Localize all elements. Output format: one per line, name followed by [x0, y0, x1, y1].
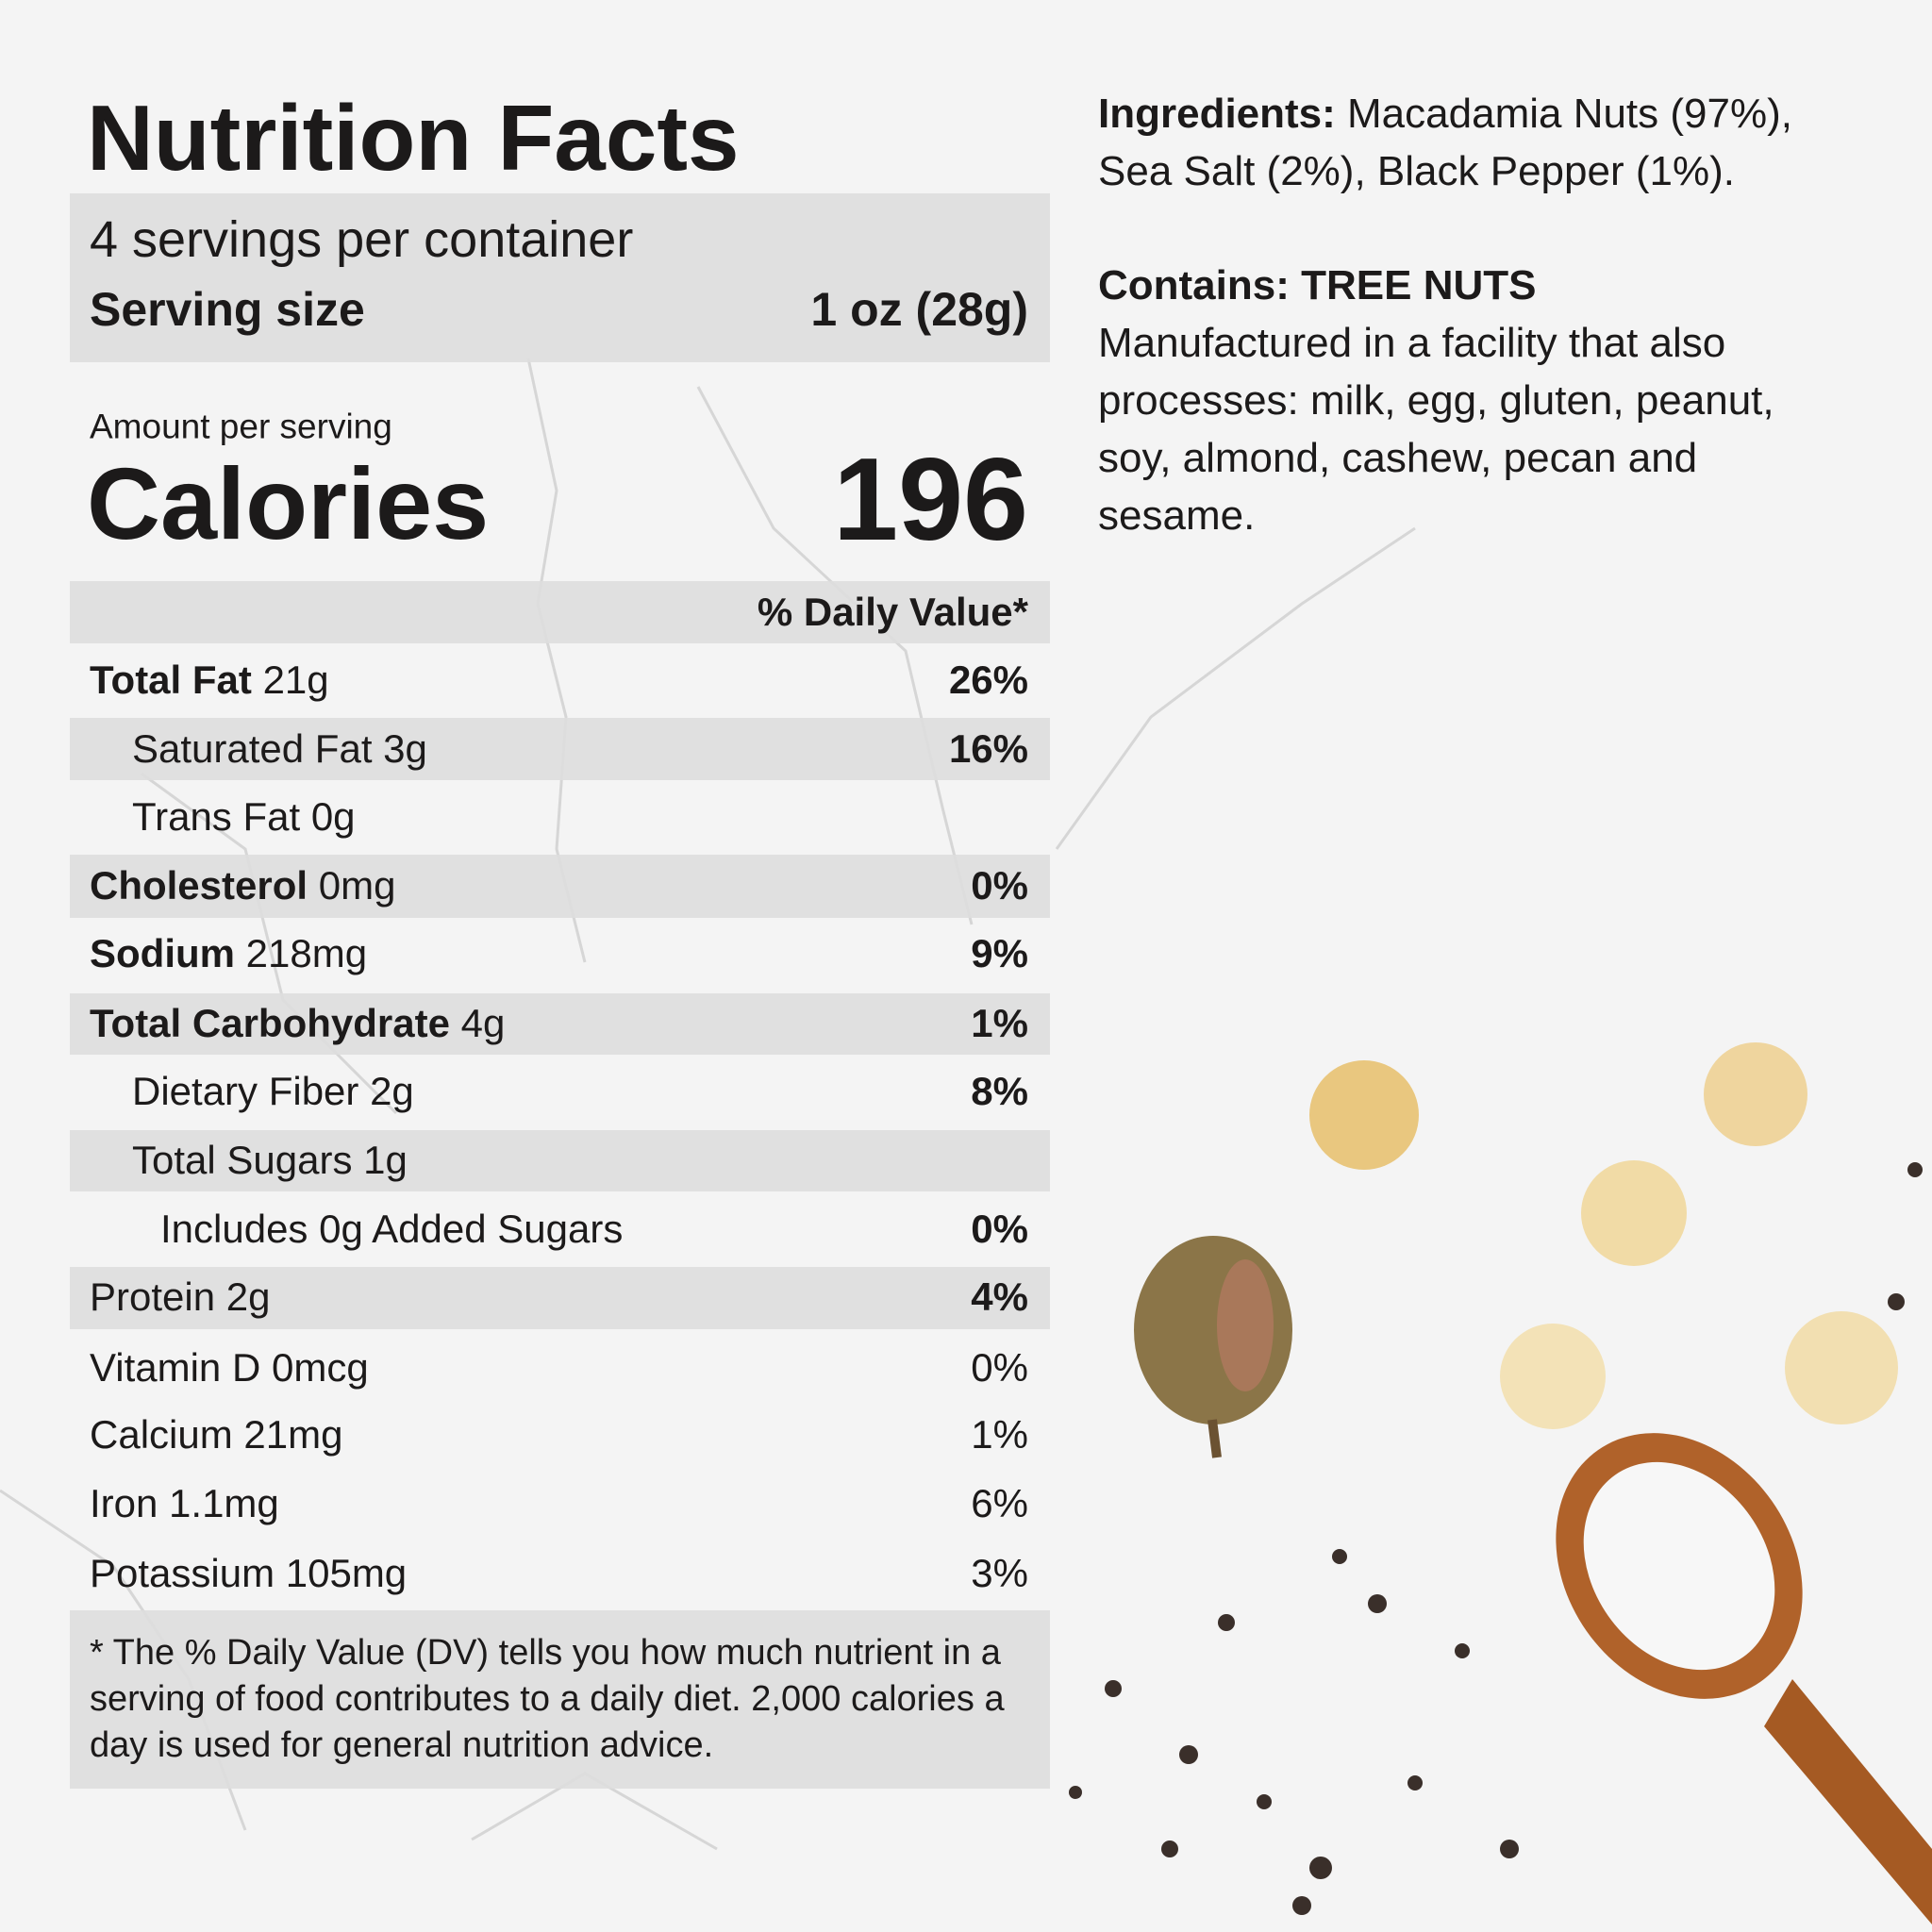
daily-value: 1%: [971, 1412, 1028, 1457]
nutrient-name: Protein: [90, 1274, 216, 1319]
nutrient-name: Trans Fat: [132, 794, 301, 839]
nutrient-row: Potassium 105mg 3%: [90, 1554, 1028, 1593]
nutrient-amount: 2g: [225, 1274, 271, 1319]
nutrient-row: Sodium 218mg 9%: [90, 934, 1028, 974]
daily-value: 8%: [971, 1069, 1028, 1113]
nutrient-name: Iron: [90, 1481, 158, 1525]
daily-value: 3%: [971, 1551, 1028, 1595]
nutrient-amount: 0mg: [318, 863, 396, 908]
nutrient-name: Vitamin D: [90, 1345, 261, 1390]
nutrient-amount: 0g: [310, 794, 356, 839]
nutrient-name: Total Sugars: [132, 1138, 353, 1182]
nutrient-row: Calcium 21mg 1%: [90, 1415, 1028, 1455]
footnote-band: [70, 1610, 1050, 1789]
nutrient-row: Protein 2g 4%: [90, 1277, 1028, 1317]
title: Nutrition Facts: [87, 86, 740, 190]
allergens-note: Manufactured in a facility that also pro…: [1098, 320, 1774, 539]
row-band: [70, 855, 1050, 918]
ingredients: Ingredients: Macadamia Nuts (97%), Sea S…: [1098, 85, 1853, 200]
pepper: [1069, 1162, 1923, 1915]
daily-value: 0%: [971, 863, 1028, 908]
nutrient-row: Vitamin D 0mcg 0%: [90, 1348, 1028, 1388]
nutrient-name: Cholesterol: [90, 863, 308, 908]
allergens: Contains: TREE NUTS Manufactured in a fac…: [1098, 257, 1853, 544]
nutrient-amount: 105mg: [285, 1551, 408, 1595]
nutrient-name: Saturated Fat: [132, 726, 373, 771]
calories-value: 196: [833, 435, 1028, 565]
daily-value: 6%: [971, 1481, 1028, 1525]
nutrient-row: Total Sugars 1g: [90, 1141, 1028, 1180]
serving-band: [70, 193, 1050, 362]
dv-band: [70, 581, 1050, 643]
allergens-text: TREE NUTS: [1301, 262, 1537, 308]
daily-value: 26%: [948, 658, 1028, 702]
amount-per-serving: Amount per serving: [90, 407, 392, 446]
row-band: [70, 993, 1050, 1055]
nutrient-amount: 3g: [383, 726, 427, 771]
ingredients-label: Ingredients:: [1098, 91, 1336, 137]
nutrient-row: Total Carbohydrate 4g 1%: [90, 1004, 1028, 1043]
macadamia-nuts: [1134, 1042, 1898, 1458]
nutrient-amount: 1.1mg: [169, 1481, 279, 1525]
nutrient-row: Dietary Fiber 2g 8%: [90, 1072, 1028, 1111]
nutrient-row: Trans Fat 0g: [90, 797, 1028, 837]
calories-label: Calories: [87, 446, 490, 560]
wooden-spoon: [1556, 1433, 1932, 1924]
nutrient-name: Sodium: [90, 931, 235, 975]
nutrient-name: Includes 0g Added Sugars: [160, 1207, 624, 1251]
nutrient-row: Iron 1.1mg 6%: [90, 1484, 1028, 1524]
daily-value: 0%: [971, 1345, 1028, 1390]
serving-size-value: 1 oz (28g): [810, 283, 1028, 336]
nutrient-row: Saturated Fat 3g 16%: [90, 729, 1028, 769]
daily-value: 1%: [971, 1001, 1028, 1045]
row-band: [70, 718, 1050, 780]
nutrient-amount: 218mg: [245, 931, 368, 975]
dv-header: % Daily Value*: [757, 590, 1028, 634]
daily-value: 4%: [971, 1274, 1028, 1319]
nutrient-amount: 21g: [262, 658, 329, 702]
nutrient-name: Total Carbohydrate: [90, 1001, 450, 1045]
nutrient-amount: 4g: [460, 1001, 506, 1045]
row-band: [70, 1267, 1050, 1329]
row-band: [70, 1130, 1050, 1191]
nutrient-amount: 0mcg: [271, 1345, 369, 1390]
nutrient-row: Includes 0g Added Sugars 0%: [90, 1209, 1028, 1249]
nutrient-amount: 2g: [370, 1069, 414, 1113]
nutrient-name: Calcium: [90, 1412, 233, 1457]
allergens-label: Contains:: [1098, 262, 1290, 308]
nutrient-name: Total Fat: [90, 658, 252, 702]
nutrient-name: Dietary Fiber: [132, 1069, 359, 1113]
ingredients-text: Macadamia Nuts (97%), Sea Salt (2%), Bla…: [1098, 91, 1792, 194]
daily-value: 16%: [948, 726, 1028, 771]
nutrient-name: Potassium: [90, 1551, 275, 1595]
footnote: * The % Daily Value (DV) tells you how m…: [90, 1633, 1005, 1765]
serving-size-label: Serving size: [90, 283, 365, 336]
nutrient-amount: 21mg: [243, 1412, 343, 1457]
servings: 4 servings per container: [90, 211, 634, 268]
daily-value: 9%: [971, 931, 1028, 975]
daily-value: 0%: [971, 1207, 1028, 1251]
nutrient-row: Cholesterol 0mg 0%: [90, 866, 1028, 906]
nutrient-row: Total Fat 21g 26%: [90, 660, 1028, 700]
nutrient-amount: 1g: [363, 1138, 408, 1182]
